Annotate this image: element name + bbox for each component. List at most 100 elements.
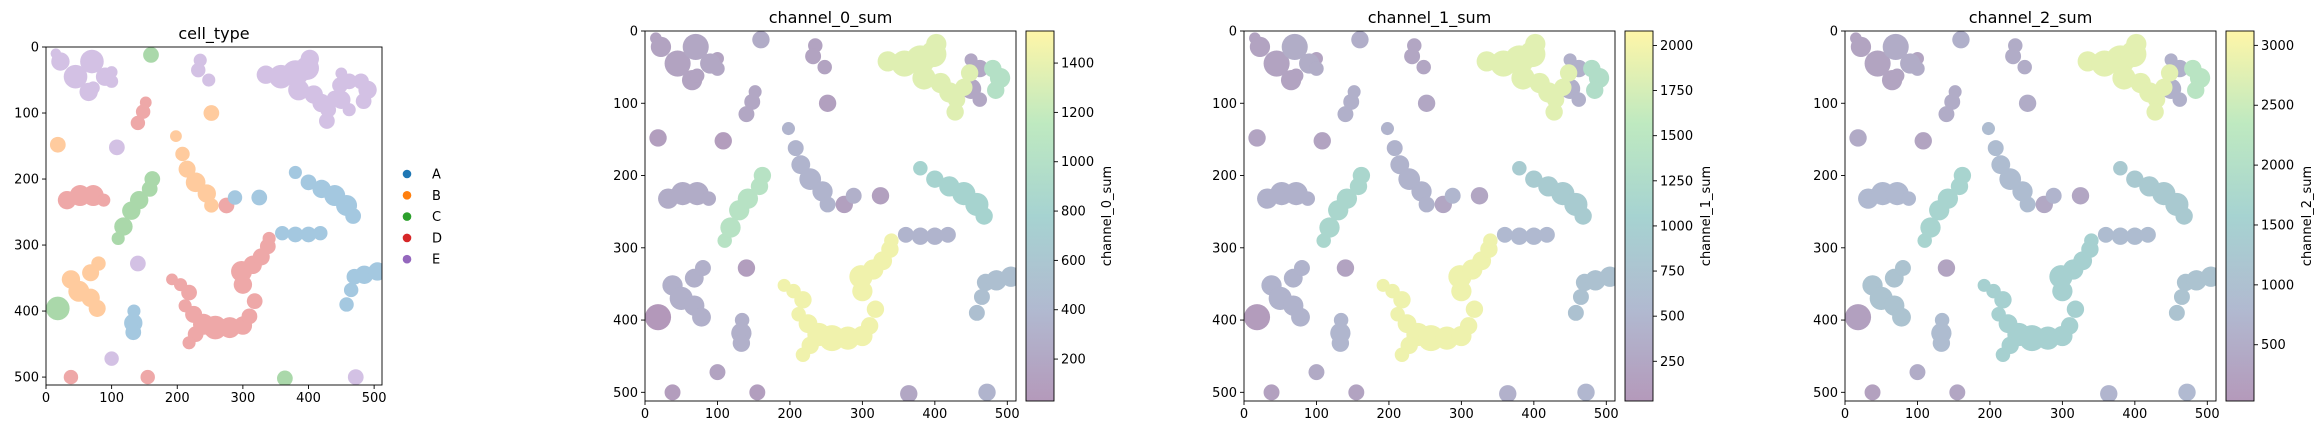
segment-s3 (1914, 132, 1932, 150)
x-tick-label: 200 (165, 391, 190, 406)
segment-s14-blob (1525, 170, 1543, 188)
segment-s23-blob (2036, 326, 2060, 350)
segment-s2-blob (710, 61, 725, 76)
segment-s25-blob (1000, 266, 1016, 287)
segment-s27-blob (63, 369, 79, 385)
segment-s13 (2097, 226, 2156, 245)
segment-s16 (2077, 33, 2179, 121)
segments-layer (645, 31, 1016, 401)
segment-s23 (1376, 233, 1498, 362)
segment-s15-blob (342, 103, 356, 117)
segment-s4 (752, 31, 770, 49)
segment-s14 (913, 161, 993, 225)
segment-s23-blob (193, 313, 214, 335)
segment-s23-blob (1472, 251, 1492, 271)
segment-s16 (877, 33, 979, 121)
axes-frame (1243, 30, 1616, 402)
x-tick-label: 500 (1594, 407, 1619, 422)
segment-s5-blob (1347, 85, 1361, 99)
segment-s9-blob (111, 231, 125, 246)
segment-s22-blob (125, 324, 142, 341)
segment-s25 (339, 262, 382, 312)
segment-s23-blob (1385, 283, 1400, 299)
segment-s18-blob (2189, 67, 2211, 89)
segment-s23-blob (187, 326, 204, 343)
segment-s23-blob (2066, 300, 2085, 318)
colorbar: 200 400 600 800 1000 1200 1400 channel_0_sum (1025, 30, 1115, 402)
segment-s16-blob (319, 113, 335, 129)
segment-s23-blob (807, 322, 831, 347)
segment-s16-blob (1529, 72, 1550, 94)
segment-s1-blob (50, 48, 62, 59)
segment-s1-blob (105, 66, 118, 78)
segment-s13-blob (300, 226, 317, 243)
segment-s20-blob (645, 304, 672, 331)
segment-s11 (218, 197, 235, 214)
x-tick-label: 300 (2050, 407, 2075, 422)
segment-s23-blob (262, 231, 276, 246)
segment-s23-blob (1406, 322, 1430, 347)
segment-s23-blob (818, 325, 845, 352)
segment-s15-blob (1559, 78, 1581, 99)
y-tick-label: 0 (1830, 25, 1838, 40)
segment-s15-blob (2160, 78, 2182, 99)
segment-s30 (1444, 187, 1461, 204)
segment-s19-blob (1261, 275, 1282, 296)
segment-s13 (275, 225, 328, 243)
segment-s15 (1559, 53, 1588, 107)
y-tick-label: 100 (14, 107, 39, 122)
segment-s16-blob (320, 101, 337, 118)
segment-s23-blob (2063, 259, 2084, 280)
segment-s14-blob (324, 185, 346, 207)
segment-s15-blob (1570, 59, 1588, 78)
segment-s16-blob (2120, 41, 2147, 68)
segment-s19-blob (68, 280, 90, 302)
segment-s10-blob (178, 160, 196, 178)
segment-s14-blob (1564, 192, 1588, 217)
plot-background (1244, 31, 1615, 401)
segment-s23-blob (1417, 325, 1444, 352)
segment-s17-blob (193, 53, 207, 67)
segment-s4-blob (143, 47, 159, 63)
segment-s23-blob (246, 293, 263, 310)
segment-s1-blob (63, 64, 88, 89)
y-tick-label: 0 (1229, 25, 1237, 40)
segment-s9 (1917, 166, 1972, 248)
segment-s10-blob (185, 172, 206, 193)
x-tick-label: 0 (1841, 407, 1849, 422)
segment-s9-blob (1929, 200, 1950, 221)
segment-s5 (1938, 85, 1962, 123)
colorbar-tick-label: 1500 (2261, 218, 2294, 233)
segment-s19-blob (88, 299, 106, 317)
segment-s2-blob (682, 33, 709, 60)
segment-s23-blob (852, 325, 873, 347)
x-tick-label: 0 (1240, 407, 1248, 422)
segment-s3-blob (109, 139, 125, 156)
segment-s10-blob (781, 122, 795, 136)
segment-s19-blob (1283, 295, 1304, 316)
segment-s2-blob (1299, 53, 1320, 74)
segment-s8 (57, 185, 111, 210)
segment-s28 (749, 384, 766, 401)
segment-s7 (203, 105, 220, 121)
segment-s16-blob (939, 82, 960, 103)
segment-s18 (984, 59, 1011, 99)
panel-title: cell_type (178, 24, 249, 44)
segment-s24 (900, 385, 918, 401)
segment-s14-blob (2113, 161, 2128, 176)
segment-s25-blob (2176, 273, 2195, 292)
x-tick-label: 400 (922, 407, 947, 422)
legend-marker-E (402, 254, 412, 264)
segment-s23-blob (259, 238, 276, 255)
segment-s23-blob (173, 278, 188, 292)
segment-s14 (2113, 161, 2193, 225)
x-tick-label: 500 (362, 391, 387, 406)
colorbar-label: channel_1_sum (1699, 166, 1714, 266)
segments-layer (46, 47, 382, 385)
segment-s16-blob (926, 33, 947, 55)
segment-s25-blob (339, 297, 354, 312)
segment-s23-blob (185, 305, 203, 323)
segment-s22-blob (1934, 312, 1950, 328)
legend-marker-C (402, 212, 412, 221)
